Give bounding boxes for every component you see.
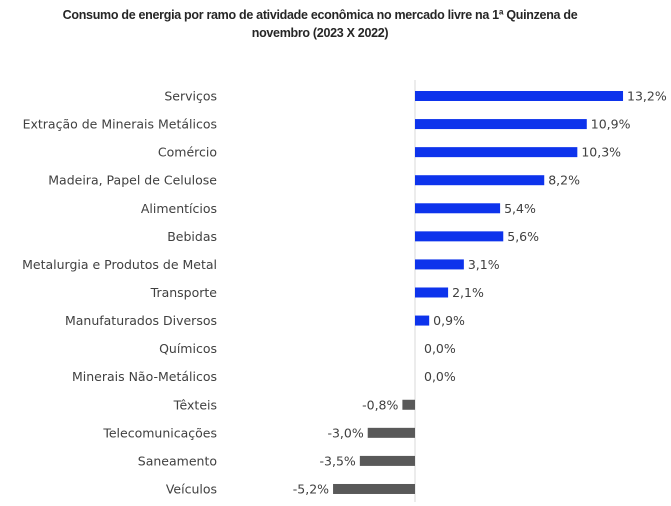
data-label: 8,2% xyxy=(548,173,580,188)
bar xyxy=(415,203,501,214)
category-label: Serviços xyxy=(164,89,217,104)
bar xyxy=(415,91,624,101)
category-label: Transporte xyxy=(150,285,218,300)
data-label: 0,9% xyxy=(433,313,465,328)
data-label: -0,8% xyxy=(362,397,398,412)
category-label: Extração de Minerais Metálicos xyxy=(23,117,217,132)
bar xyxy=(402,399,415,410)
data-label: 10,9% xyxy=(591,117,631,132)
bar xyxy=(415,231,504,242)
data-label: 5,4% xyxy=(504,201,536,216)
data-label: 13,2% xyxy=(627,89,667,104)
data-label: -3,0% xyxy=(327,425,363,440)
data-label: -5,2% xyxy=(293,481,329,496)
chart-title-line1: Consumo de energia por ramo de atividade… xyxy=(62,8,578,22)
bar xyxy=(415,119,587,130)
data-label: -3,5% xyxy=(320,453,356,468)
bar xyxy=(359,455,415,466)
bar xyxy=(415,147,578,158)
data-label: 0,0% xyxy=(424,369,456,384)
data-label: 0,0% xyxy=(424,341,456,356)
category-label: Manufaturados Diversos xyxy=(65,313,217,328)
category-label: Comércio xyxy=(158,145,217,160)
category-label: Telecomunicações xyxy=(102,425,217,440)
chart-title: Consumo de energia por ramo de atividade… xyxy=(20,6,620,42)
data-label: 10,3% xyxy=(581,145,621,160)
bar xyxy=(415,287,449,298)
bar xyxy=(333,483,415,494)
bar xyxy=(415,175,545,186)
category-label: Madeira, Papel de Celulose xyxy=(48,173,217,188)
bar xyxy=(415,259,464,270)
category-label: Bebidas xyxy=(167,229,217,244)
category-label: Metalurgia e Produtos de Metal xyxy=(22,257,217,272)
chart-title-line2: novembro (2023 X 2022) xyxy=(251,26,389,40)
data-label: 3,1% xyxy=(468,257,500,272)
data-label: 5,6% xyxy=(507,229,539,244)
category-label: Alimentícios xyxy=(141,201,217,216)
category-label: Saneamento xyxy=(138,453,217,468)
category-label: Minerais Não-Metálicos xyxy=(72,369,217,384)
data-label: 2,1% xyxy=(452,285,484,300)
category-label: Químicos xyxy=(159,341,217,356)
category-label: Têxteis xyxy=(173,397,217,412)
bar xyxy=(415,315,430,326)
category-label: Veículos xyxy=(166,481,217,496)
bar xyxy=(367,427,415,438)
